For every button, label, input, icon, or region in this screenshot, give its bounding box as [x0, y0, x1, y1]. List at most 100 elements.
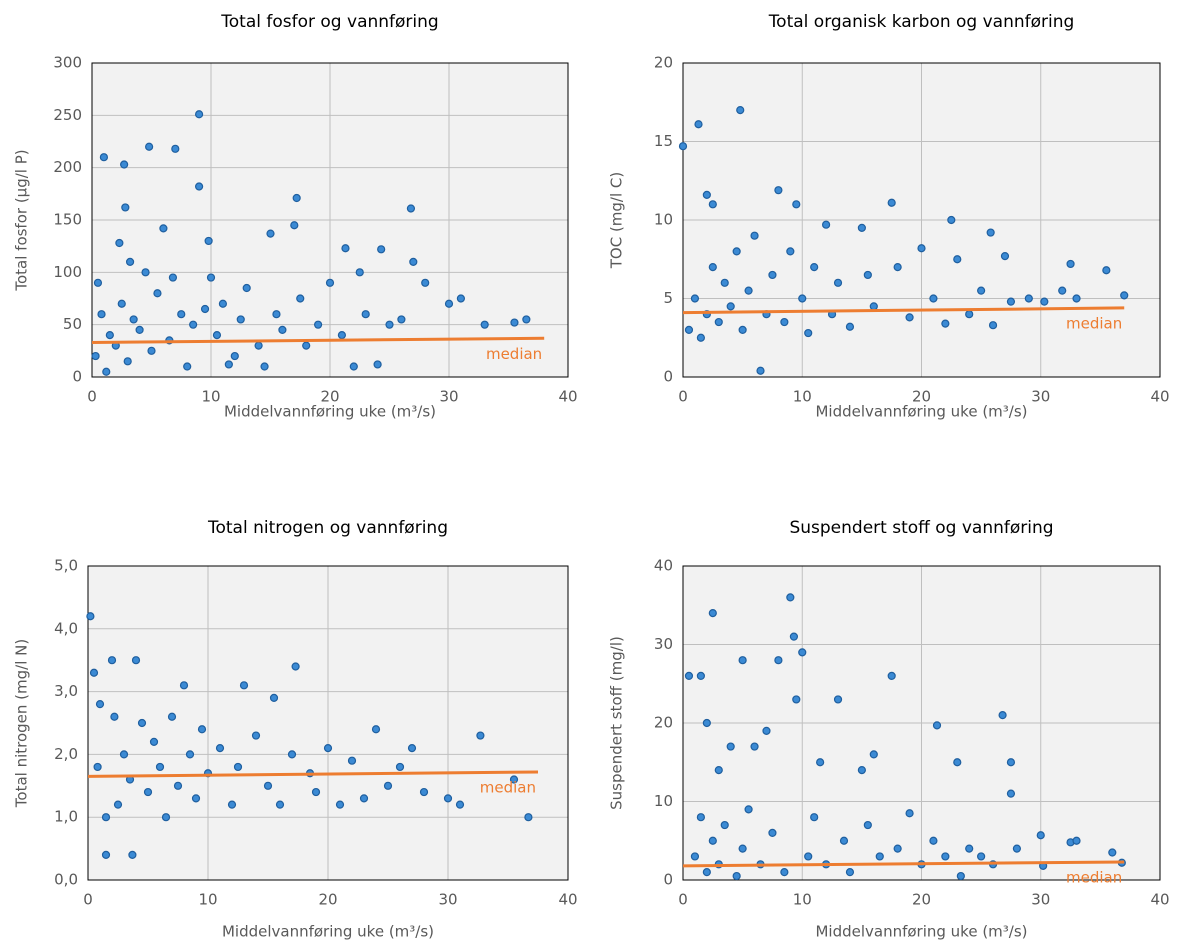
data-point [419, 787, 429, 797]
data-point [177, 310, 186, 319]
data-point [1072, 294, 1081, 303]
data-point [121, 203, 130, 212]
data-point [314, 320, 323, 329]
x-axis-label: Middelvannføring uke (m³/s) [222, 923, 434, 941]
data-point [129, 315, 138, 324]
median-label: median [1066, 868, 1122, 886]
data-point [1120, 291, 1129, 300]
data-point [444, 299, 454, 308]
data-point [275, 800, 285, 809]
data-point [524, 813, 533, 822]
median-label: median [480, 778, 536, 796]
data-point [810, 813, 819, 822]
x-tick-label: 20 [912, 891, 931, 909]
data-point [292, 193, 301, 203]
data-point [750, 742, 759, 751]
data-point [397, 315, 406, 324]
x-tick-label: 40 [558, 891, 577, 909]
data-point [887, 198, 896, 207]
data-point [456, 294, 465, 303]
data-point [977, 852, 986, 861]
data-point [786, 247, 795, 256]
data-point [1108, 848, 1117, 857]
data-point [869, 750, 878, 759]
data-point [738, 656, 747, 665]
x-tick-label: 40 [1150, 388, 1169, 406]
data-point [269, 693, 279, 702]
x-tick-label: 10 [793, 891, 812, 909]
data-point [768, 828, 777, 838]
data-point [155, 762, 165, 772]
x-tick-label: 40 [1150, 891, 1169, 909]
data-point [1066, 259, 1075, 269]
data-point [123, 357, 132, 366]
data-point [117, 299, 126, 308]
data-point [932, 721, 942, 730]
data-point [125, 257, 135, 266]
data-point [694, 120, 703, 129]
median-label: median [486, 345, 542, 363]
data-point [407, 744, 417, 753]
data-point [337, 331, 346, 340]
data-point [744, 286, 753, 295]
data-point [696, 333, 705, 342]
data-point [684, 671, 694, 681]
data-point [774, 186, 783, 195]
data-point [941, 319, 950, 328]
x-tick-label: 20 [912, 388, 931, 406]
x-tick-label: 0 [87, 388, 97, 406]
data-point [167, 712, 177, 721]
y-tick-label: 5 [663, 289, 673, 307]
data-point [678, 142, 688, 151]
data-point [929, 294, 938, 303]
data-point [1006, 789, 1016, 798]
y-tick-label: 150 [53, 211, 82, 229]
data-point [101, 813, 111, 822]
x-tick-label: 0 [678, 891, 688, 909]
y-tick-label: 0,0 [54, 871, 78, 889]
data-point [341, 244, 350, 253]
plot-border [87, 565, 569, 881]
data-point [137, 718, 147, 728]
data-point [510, 318, 519, 327]
data-point [736, 105, 745, 115]
data-point [135, 325, 144, 334]
y-axis-label: Total fosfor (µg/l P) [13, 149, 31, 291]
data-point [988, 321, 998, 330]
y-tick-label: 0 [663, 871, 673, 889]
y-tick-label: 100 [53, 263, 82, 281]
data-point [744, 805, 753, 814]
data-point [1000, 252, 1010, 261]
data-point [102, 367, 111, 376]
data-point [230, 351, 239, 361]
data-point [798, 648, 807, 657]
data-point [239, 681, 249, 690]
data-point [977, 286, 986, 295]
data-point [720, 820, 729, 830]
x-tick-label: 10 [198, 891, 217, 909]
y-tick-label: 0 [663, 368, 673, 386]
data-point [702, 190, 711, 199]
data-point [702, 868, 711, 877]
data-point [1040, 297, 1049, 306]
x-axis-label: Middelvannføring uke (m³/s) [224, 403, 436, 421]
data-point [756, 366, 765, 375]
data-point [917, 244, 926, 253]
data-point [857, 223, 866, 232]
data-point [359, 794, 369, 803]
data-point [443, 794, 453, 803]
y-tick-label: 20 [654, 714, 673, 732]
data-point [335, 800, 345, 809]
data-point [159, 224, 168, 233]
data-point [373, 360, 382, 369]
data-point [804, 328, 813, 338]
y-tick-label: 1,0 [54, 808, 78, 826]
data-point [732, 871, 741, 881]
data-point [278, 325, 287, 334]
median-line [682, 306, 1125, 315]
data-point [191, 794, 201, 803]
data-point [325, 278, 335, 287]
data-point [750, 231, 759, 240]
data-point [833, 695, 843, 704]
data-point [941, 852, 950, 861]
